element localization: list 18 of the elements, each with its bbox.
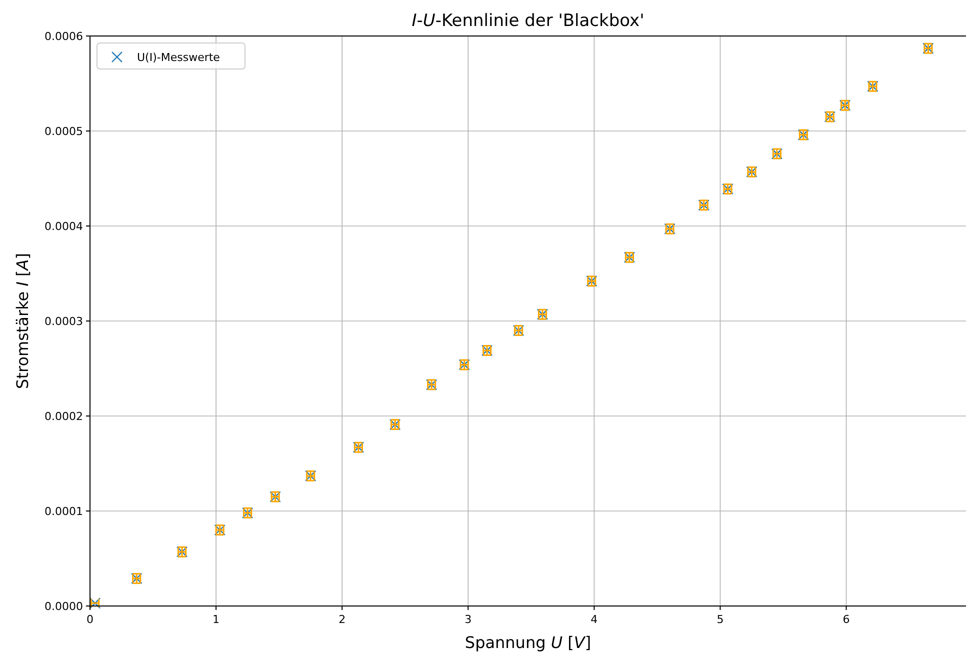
x-tick-label: 6 xyxy=(842,613,850,626)
y-tick-label: 0.0002 xyxy=(44,410,83,423)
y-tick-label: 0.0004 xyxy=(44,220,83,233)
y-tick-label: 0.0000 xyxy=(44,600,83,613)
y-tick-label: 0.0006 xyxy=(44,30,83,43)
x-tick-label: 0 xyxy=(86,613,94,626)
y-tick-label: 0.0005 xyxy=(44,125,83,138)
x-tick-label: 2 xyxy=(338,613,346,626)
x-tick-label: 4 xyxy=(590,613,598,626)
x-tick-label: 1 xyxy=(212,613,220,626)
y-tick-label: 0.0001 xyxy=(44,505,83,518)
x-tick-label: 5 xyxy=(716,613,724,626)
legend-label: U(I)-Messwerte xyxy=(137,51,220,64)
x-tick-label: 3 xyxy=(464,613,472,626)
y-tick-label: 0.0003 xyxy=(44,315,83,328)
chart-title: I-U-Kennlinie der 'Blackbox' xyxy=(412,11,644,31)
y-axis-title: Stromstärke I [A] xyxy=(13,253,32,389)
x-axis-title: Spannung U [V] xyxy=(464,633,592,652)
